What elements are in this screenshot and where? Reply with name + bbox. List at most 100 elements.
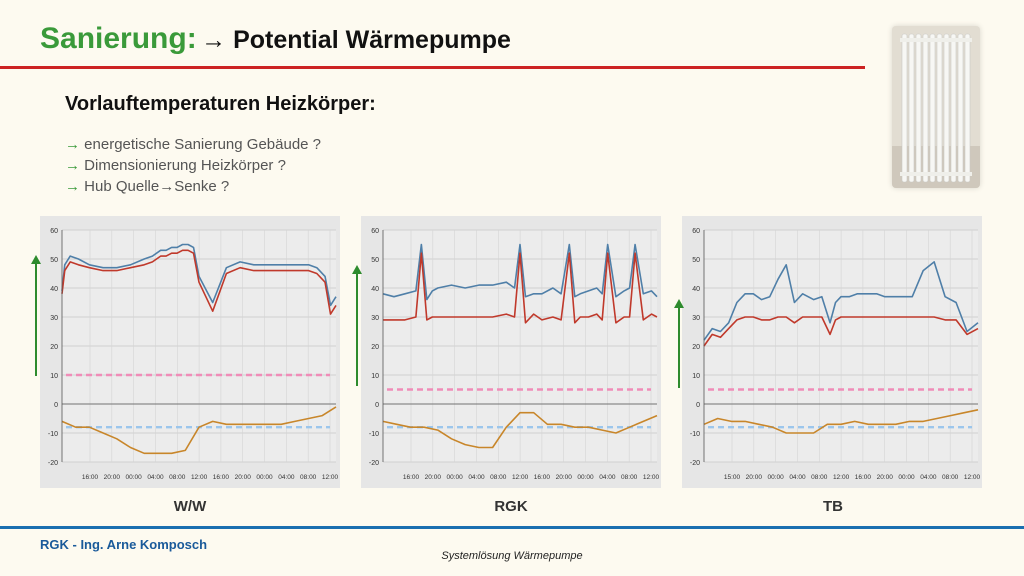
x-tick-label: 20:00: [877, 474, 894, 481]
chart-ww: 0 10 20 30 40 50 60 -10 -20 16:00 20:00 00:00 04:00 0…: [48, 228, 339, 481]
x-tick-label: 00:00: [256, 474, 273, 481]
chart-label-ww: W/W: [173, 498, 207, 515]
x-tick-label: 04:00: [278, 474, 295, 481]
x-tick-label: 04:00: [599, 474, 616, 481]
chart-label-rgk: RGK: [494, 498, 528, 515]
x-tick-label: 12:00: [512, 474, 529, 481]
x-tick-label: 15:00: [724, 474, 741, 481]
series-line-blue: [61, 243, 337, 307]
x-tick-label: 08:00: [811, 474, 828, 481]
x-tick-label: 16:00: [534, 474, 551, 481]
x-tick-label: 20:00: [104, 474, 121, 481]
radiator-image: [892, 26, 980, 188]
up-arrow-icon: [352, 265, 362, 386]
chart-rgk: 0 10 20 30 40 50 60 -10 -20 16:00 20:00 00:00 04:00 0…: [369, 228, 660, 481]
series-line-red: [61, 249, 337, 315]
chart-panel-ww: 0 10 20 30 40 50 60 -10 -20 16:00 20:00 00:00 04:00 0…: [40, 216, 340, 488]
x-tick-label: 00:00: [446, 474, 463, 481]
y-tick-label: 20: [371, 344, 379, 351]
x-tick-label: 12:00: [833, 474, 850, 481]
series-line-orange: [61, 406, 337, 455]
y-tick-label: 60: [371, 228, 379, 235]
y-tick-label: -10: [48, 431, 58, 438]
y-tick-label: 30: [50, 315, 58, 322]
x-tick-label: 12:00: [191, 474, 208, 481]
y-tick-label: 60: [50, 228, 58, 235]
section-subtitle: Vorlauftemperaturen Heizkörper:: [65, 93, 376, 115]
series-line-blue: [382, 243, 658, 301]
bullet-text: Hub Quelle→Senke ?: [80, 178, 230, 195]
bullet-item: → energetische Sanierung Gebäude ?: [65, 134, 321, 155]
y-tick-label: -20: [690, 460, 700, 467]
y-tick-label: 0: [54, 402, 58, 409]
x-tick-label: 04:00: [468, 474, 485, 481]
footer-divider: [0, 526, 1024, 529]
series-line-red: [383, 252, 658, 324]
x-tick-label: 20:00: [746, 474, 763, 481]
arrow-icon: →: [65, 178, 80, 195]
y-tick-label: 30: [692, 315, 700, 322]
chart-tb: 0 10 20 30 40 50 60 -10 -20 15:00 20:00 00:00 04:00 0…: [690, 228, 981, 481]
x-tick-label: 16:00: [403, 474, 420, 481]
y-tick-label: 10: [692, 373, 700, 380]
arrow-icon: →: [65, 136, 80, 153]
footer-system: Systemlösung Wärmepumpe: [441, 550, 583, 562]
series-line-blue: [703, 261, 979, 341]
x-tick-label: 20:00: [425, 474, 442, 481]
x-tick-label: 16:00: [82, 474, 99, 481]
x-tick-label: 20:00: [556, 474, 573, 481]
x-tick-label: 12:00: [964, 474, 981, 481]
y-tick-label: 20: [50, 344, 58, 351]
y-tick-label: 40: [692, 286, 700, 293]
x-tick-label: 00:00: [577, 474, 594, 481]
up-arrow-icon: [31, 255, 41, 376]
x-tick-label: 20:00: [235, 474, 252, 481]
y-tick-label: 0: [696, 402, 700, 409]
y-tick-label: 10: [371, 373, 379, 380]
x-tick-label: 08:00: [300, 474, 317, 481]
x-tick-label: 08:00: [490, 474, 507, 481]
y-tick-label: 30: [371, 315, 379, 322]
bullet-item: → Hub Quelle→Senke ?: [65, 176, 321, 197]
x-tick-label: 00:00: [898, 474, 915, 481]
bullet-item: → Dimensionierung Heizkörper ?: [65, 155, 321, 176]
y-tick-label: 60: [692, 228, 700, 235]
bullet-text: energetische Sanierung Gebäude ?: [80, 136, 322, 153]
x-tick-label: 12:00: [322, 474, 339, 481]
x-tick-label: 08:00: [942, 474, 959, 481]
y-tick-label: -10: [369, 431, 379, 438]
x-tick-label: 00:00: [767, 474, 784, 481]
x-tick-label: 08:00: [169, 474, 186, 481]
radiator-photo: [892, 26, 980, 188]
chart-label-tb: TB: [823, 498, 843, 515]
y-tick-label: -20: [48, 460, 58, 467]
y-tick-label: 40: [50, 286, 58, 293]
y-tick-label: 10: [50, 373, 58, 380]
slide-title: Sanierung: → Potential Wärmepumpe: [40, 22, 511, 56]
bullet-list: → energetische Sanierung Gebäude ? → Dim…: [65, 134, 321, 197]
y-tick-label: 50: [50, 257, 58, 264]
bullet-text: Dimensionierung Heizkörper ?: [80, 157, 286, 174]
x-tick-label: 08:00: [621, 474, 638, 481]
series-line-red: [703, 316, 979, 347]
up-arrow-icon: [674, 299, 684, 388]
title-main: Sanierung:: [40, 22, 197, 55]
y-tick-label: 20: [692, 344, 700, 351]
title-sub: → Potential Wärmepumpe: [201, 26, 511, 54]
y-tick-label: 0: [375, 402, 379, 409]
y-tick-label: 50: [371, 257, 379, 264]
chart-panel-tb: 0 10 20 30 40 50 60 -10 -20 15:00 20:00 00:00 04:00 0…: [682, 216, 982, 488]
title-divider: [0, 66, 865, 69]
chart-panel-rgk: 0 10 20 30 40 50 60 -10 -20 16:00 20:00 00:00 04:00 0…: [361, 216, 661, 488]
x-tick-label: 04:00: [920, 474, 937, 481]
y-tick-label: -20: [369, 460, 379, 467]
x-tick-label: 00:00: [125, 474, 142, 481]
x-tick-label: 16:00: [213, 474, 230, 481]
arrow-icon: →: [65, 157, 80, 174]
series-line-orange: [703, 409, 979, 434]
x-tick-label: 12:00: [643, 474, 660, 481]
y-tick-label: 40: [371, 286, 379, 293]
x-tick-label: 16:00: [855, 474, 872, 481]
footer-author: RGK - Ing. Arne Komposch: [40, 537, 208, 552]
x-tick-label: 04:00: [147, 474, 164, 481]
